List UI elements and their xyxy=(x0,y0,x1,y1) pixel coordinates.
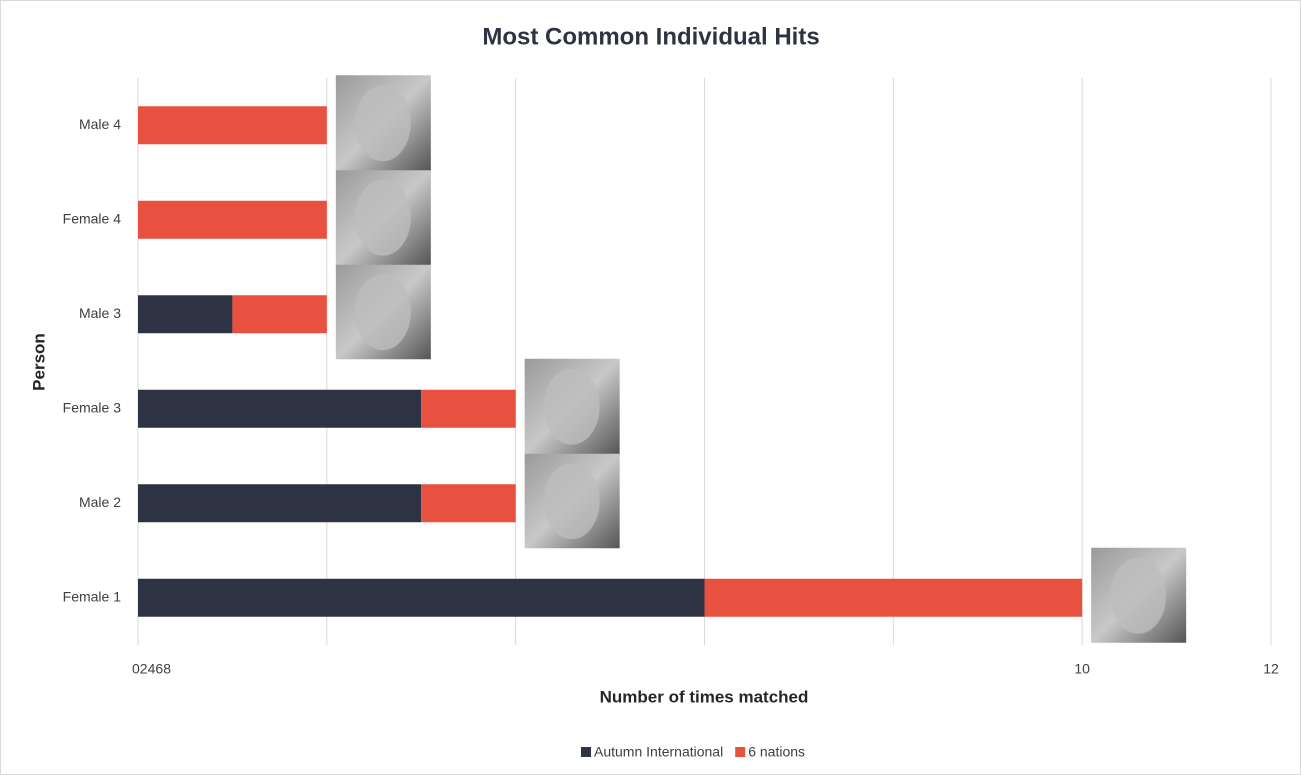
x-tick-label: 8 xyxy=(163,661,171,677)
x-tick-label: 0 xyxy=(132,661,140,677)
face-shape xyxy=(543,368,600,445)
y-tick-label: Female 3 xyxy=(63,399,122,415)
bar-segment xyxy=(421,484,516,523)
chart-title: Most Common Individual Hits xyxy=(482,23,819,50)
bar-segment xyxy=(138,200,327,239)
y-tick-label: Male 2 xyxy=(79,494,121,510)
face-shape xyxy=(543,463,600,540)
bar-segment xyxy=(138,484,422,523)
bar-segment xyxy=(138,578,705,617)
bar-segment xyxy=(138,295,233,334)
bar-segment xyxy=(138,389,422,428)
legend-label: Autumn International xyxy=(594,744,723,760)
bar-segment xyxy=(232,295,327,334)
x-tick-label: 6 xyxy=(155,661,163,677)
legend-swatch xyxy=(581,747,591,757)
legend-label: 6 nations xyxy=(748,744,805,760)
x-tick-label: 12 xyxy=(1263,661,1279,677)
x-tick-label: 4 xyxy=(148,661,156,677)
face-shape xyxy=(354,274,411,351)
y-tick-label: Female 1 xyxy=(63,588,122,604)
y-tick-label: Female 4 xyxy=(63,210,122,226)
face-shape xyxy=(354,179,411,256)
bar-segment xyxy=(138,106,327,145)
x-tick-label: 2 xyxy=(140,661,148,677)
y-tick-label: Male 3 xyxy=(79,305,121,321)
grid: 0 2 4 6 8 10 12 xyxy=(132,78,1279,677)
x-tick-label: 10 xyxy=(1074,661,1090,677)
legend: Autumn International 6 nations xyxy=(581,744,805,760)
face-shape xyxy=(1110,557,1167,634)
legend-swatch xyxy=(735,747,746,757)
x-axis-title: Number of times matched xyxy=(600,687,809,706)
bar-segment xyxy=(704,578,1083,617)
face-shape xyxy=(354,85,411,162)
y-tick-label: Male 4 xyxy=(79,116,121,132)
bar-segment xyxy=(421,389,516,428)
bars: Female 1 Male 2 Female 3 Male 3 Female 4 Male… xyxy=(63,75,1187,643)
y-axis-title: Person xyxy=(29,333,48,391)
